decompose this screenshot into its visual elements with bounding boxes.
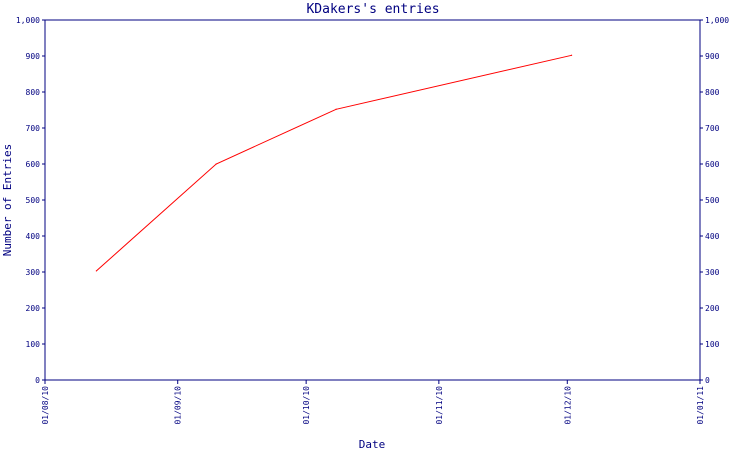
- y-tick-label-right: 500: [705, 196, 720, 205]
- x-tick-label: 01/12/10: [563, 386, 572, 425]
- y-tick-label-right: 800: [705, 88, 720, 97]
- x-tick-label: 01/09/10: [174, 386, 183, 425]
- data-point: [95, 270, 97, 272]
- y-tick-label-right: 1,000: [705, 16, 729, 25]
- y-tick-label-left: 100: [26, 340, 41, 349]
- data-point: [570, 54, 573, 56]
- y-axis-left: 0 100 200 300 400 500 600 700 800 900 1,000: [16, 16, 45, 385]
- y-tick-label-right: 0: [705, 376, 710, 385]
- y-tick-label-left: 900: [26, 52, 41, 61]
- y-tick-label-right: 100: [705, 340, 720, 349]
- plot-area: [44, 19, 701, 381]
- y-tick-label-left: 500: [26, 196, 41, 205]
- data-point: [335, 108, 337, 110]
- series-line: [96, 54, 572, 272]
- x-tick-label: 01/01/11: [696, 386, 705, 425]
- chart-title: KDakers's entries: [306, 2, 439, 17]
- y-tick-label-left: 600: [26, 160, 41, 169]
- y-tick-label-right: 600: [705, 160, 720, 169]
- y-tick-label-right: 900: [705, 52, 720, 61]
- y-axis-title: Number of Entries: [1, 144, 14, 257]
- x-axis-title: Date: [359, 438, 386, 450]
- data-point: [215, 163, 217, 165]
- x-tick-label: 01/10/10: [302, 386, 311, 425]
- x-tick-label: 01/08/10: [41, 386, 50, 425]
- y-tick-label-right: 700: [705, 124, 720, 133]
- y-tick-label-left: 800: [26, 88, 41, 97]
- y-tick-label-left: 0: [35, 376, 40, 385]
- y-tick-label-right: 400: [705, 232, 720, 241]
- x-tick-label: 01/11/10: [435, 386, 444, 425]
- y-tick-label-left: 200: [26, 304, 41, 313]
- y-tick-label-left: 700: [26, 124, 41, 133]
- x-axis: 01/08/10 01/09/10 01/10/10 01/11/10 01/12/10…: [41, 380, 705, 425]
- y-tick-label-right: 200: [705, 304, 720, 313]
- y-tick-label-left: 1,000: [16, 16, 40, 25]
- series-layer: [95, 54, 573, 272]
- y-tick-label-left: 300: [26, 268, 41, 277]
- y-tick-label-right: 300: [705, 268, 720, 277]
- y-axis-right: 0 100 200 300 400 500 600 700 800 900 1,000: [700, 16, 729, 385]
- y-tick-label-left: 400: [26, 232, 41, 241]
